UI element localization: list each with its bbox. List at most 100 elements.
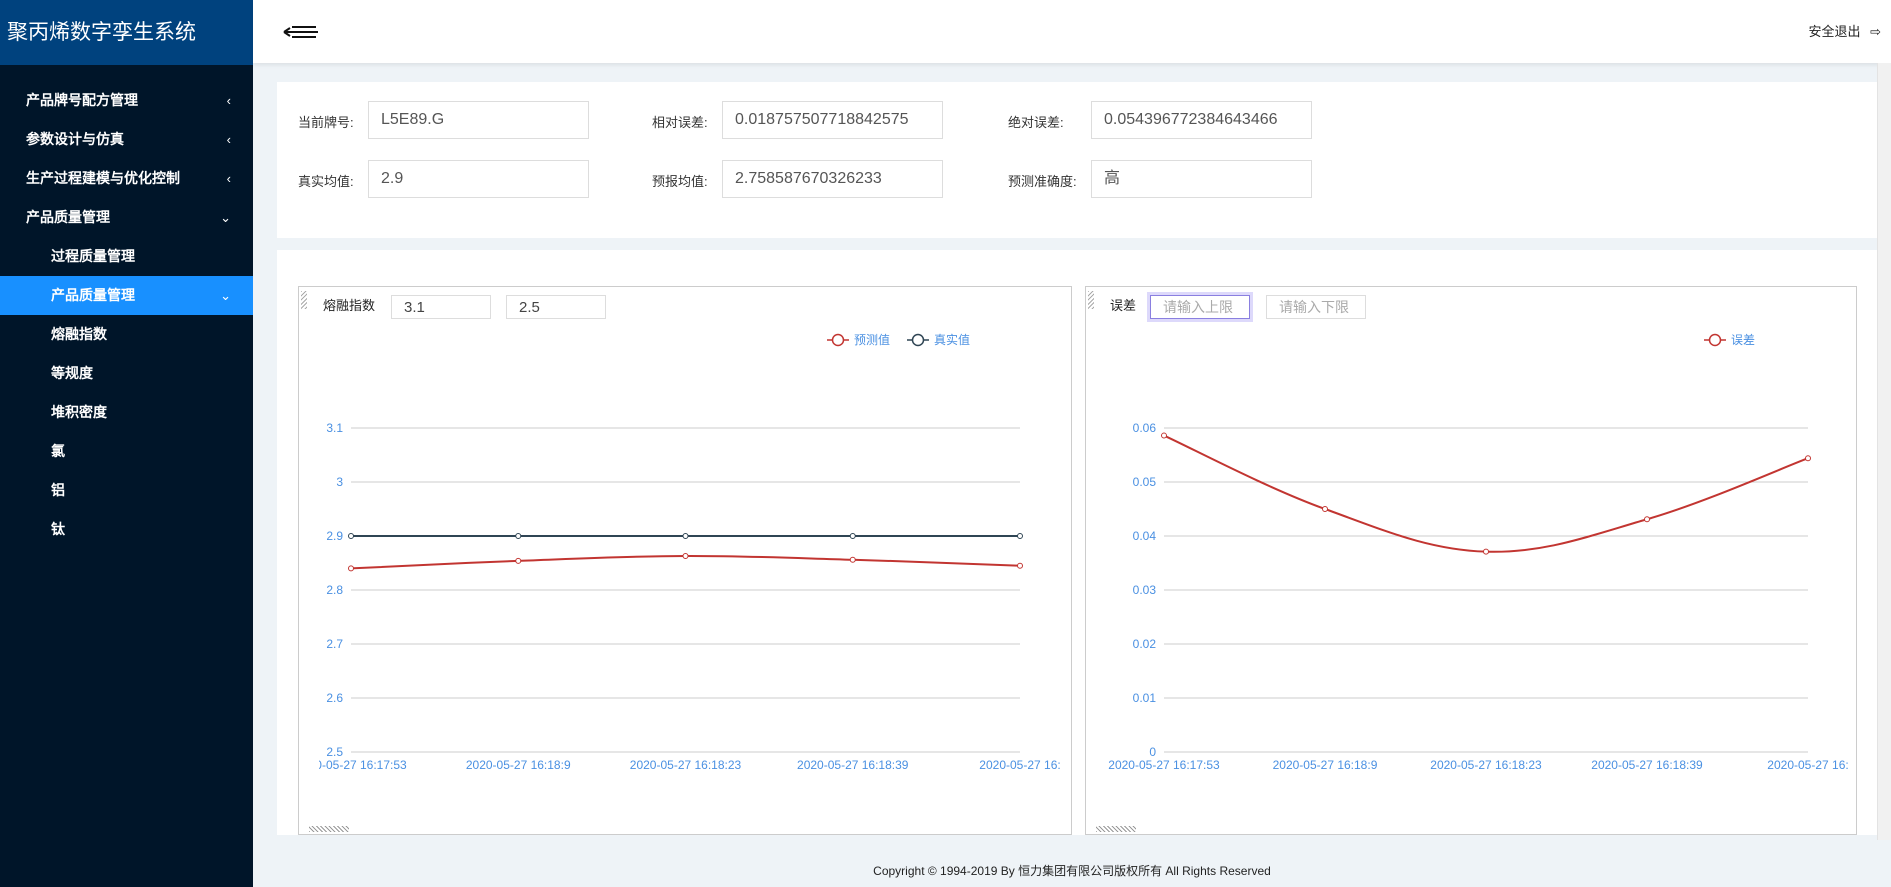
accuracy-field[interactable]: 高	[1091, 160, 1312, 198]
data-point[interactable]	[1017, 562, 1023, 569]
sidebar-item-label: 堆积密度	[51, 404, 107, 420]
sidebar-item-label: 氯	[51, 443, 65, 459]
x-tick-label: 2020-05-27 16:18:9	[1273, 758, 1378, 772]
sidebar-item[interactable]: 产品质量管理 ⌄	[0, 198, 253, 237]
forecast-mean-field[interactable]: 2.758587670326233	[722, 160, 943, 198]
y-tick-label: 0.06	[1133, 421, 1157, 435]
menu-fold-icon[interactable]	[282, 22, 322, 42]
chevron-left-icon: ‹	[226, 171, 231, 186]
legend-label: 预测值	[854, 332, 890, 347]
x-tick-label: 2020-05-27 16:17:53	[1108, 758, 1220, 772]
footer-copyright: Copyright © 1994-2019 By 恒力集团有限公司版权所有 Al…	[873, 864, 1271, 878]
legend-circle-icon	[831, 333, 845, 347]
corner-decoration	[1096, 826, 1136, 832]
sidebar-item[interactable]: 等规度	[0, 354, 253, 393]
error-plot: 0 0.01 0.02 0.03 0.04 0.05 0.06 2020-05-27 16:1…	[1086, 333, 1849, 776]
sidebar-item[interactable]: 氯	[0, 432, 253, 471]
app-title: 聚丙烯数字孪生系统	[0, 0, 253, 65]
melt-index-plot: 2.5 2.6 2.7 2.8 2.9 3 3.1 2020-05-27 16:17:53 20…	[299, 332, 1061, 776]
sidebar-item-label: 等规度	[51, 365, 93, 381]
y-tick-label: 0	[1149, 745, 1156, 759]
series-line	[1163, 434, 1809, 553]
upper-limit-input[interactable]	[391, 295, 491, 319]
corner-decoration	[301, 291, 307, 309]
relative-error-label: 相对误差:	[652, 115, 708, 130]
x-tick-label: 2020-05-27 16:18:9	[466, 758, 571, 772]
chevron-left-icon: ‹	[226, 132, 231, 147]
upper-limit-input[interactable]	[1150, 295, 1250, 319]
sidebar-item-label: 产品质量管理	[26, 209, 110, 225]
sidebar-item-label: 生产过程建模与优化控制	[26, 170, 180, 186]
legend-item[interactable]: 预测值	[827, 332, 890, 347]
sidebar-item-label: 铝	[51, 482, 65, 498]
lower-limit-input[interactable]	[1266, 295, 1366, 319]
sidebar-item[interactable]: 生产过程建模与优化控制 ‹	[0, 159, 253, 198]
sidebar-item[interactable]: 产品牌号配方管理 ‹	[0, 81, 253, 120]
true-mean-label: 真实均值:	[298, 174, 354, 189]
sidebar-item-label: 产品牌号配方管理	[26, 92, 138, 108]
legend-label: 真实值	[934, 332, 970, 347]
absolute-error-label: 绝对误差:	[1008, 115, 1064, 130]
data-point[interactable]	[1483, 548, 1489, 555]
sidebar-item[interactable]: 钛	[0, 510, 253, 549]
header	[253, 0, 1891, 63]
sidebar-item[interactable]: 参数设计与仿真 ‹	[0, 120, 253, 159]
sidebar-item[interactable]: 铝	[0, 471, 253, 510]
relative-error-field[interactable]: 0.018757507718842575	[722, 101, 943, 139]
data-point[interactable]	[348, 565, 354, 572]
legend-item[interactable]: 真实值	[907, 332, 970, 347]
logout-button[interactable]: 安全退出 ⇨	[1808, 21, 1881, 40]
data-point[interactable]	[682, 533, 689, 539]
sidebar-item-label: 熔融指数	[51, 326, 107, 342]
y-tick-label: 2.5	[326, 745, 343, 759]
current-grade-label: 当前牌号:	[298, 115, 354, 130]
current-grade-field[interactable]: L5E89.G	[368, 101, 589, 139]
melt-index-chart: 熔融指数 2.5 2.6 2.7 2.8 2.9 3 3.1 2020-05-27 16:17…	[298, 286, 1072, 835]
accuracy-label: 预测准确度:	[1008, 174, 1077, 189]
data-point[interactable]	[1322, 506, 1328, 512]
data-point[interactable]	[849, 556, 856, 563]
sidebar-item-label: 钛	[51, 521, 65, 537]
sidebar: 聚丙烯数字孪生系统 产品牌号配方管理 ‹ 参数设计与仿真 ‹ 生产过程建模与优化控制 ‹ 产…	[0, 0, 253, 887]
y-tick-label: 0.02	[1133, 637, 1157, 651]
y-tick-label: 0.04	[1133, 529, 1157, 543]
chevron-left-icon: ‹	[226, 93, 231, 108]
x-tick-label: 2020-05-27 16:18:39	[1591, 758, 1703, 772]
legend-label: 误差	[1731, 333, 1755, 347]
sidebar-item[interactable]: 产品质量管理 ⌄	[0, 276, 253, 315]
data-point[interactable]	[1161, 432, 1167, 439]
y-tick-label: 0.05	[1133, 475, 1157, 489]
sidebar-item[interactable]: 熔融指数	[0, 315, 253, 354]
sign-out-icon: ⇨	[1870, 24, 1881, 39]
true-mean-field[interactable]: 2.9	[368, 160, 589, 198]
chevron-down-icon: ⌄	[220, 288, 231, 303]
chart-title: 误差	[1110, 298, 1137, 313]
y-tick-label: 2.7	[326, 637, 343, 651]
sidebar-item-label: 产品质量管理	[51, 287, 135, 303]
data-point[interactable]	[348, 533, 354, 539]
corner-decoration	[1088, 291, 1094, 309]
data-point[interactable]	[1805, 455, 1811, 462]
legend-item[interactable]: 误差	[1704, 333, 1755, 347]
y-tick-label: 2.9	[326, 529, 343, 543]
data-point[interactable]	[515, 557, 522, 564]
sidebar-item[interactable]: 堆积密度	[0, 393, 253, 432]
data-point[interactable]	[849, 533, 856, 539]
y-tick-label: 0.01	[1133, 691, 1157, 705]
y-tick-label: 0.03	[1133, 583, 1157, 597]
x-tick-label: 2020-05-27 16:18:23	[630, 758, 742, 772]
x-tick-label: 2020-05-27 16:	[1767, 758, 1848, 772]
absolute-error-field[interactable]: 0.054396772384643466	[1091, 101, 1312, 139]
y-tick-label: 2.8	[326, 583, 343, 597]
y-tick-label: 3	[336, 475, 343, 489]
legend-circle-icon	[1708, 333, 1722, 347]
lower-limit-input[interactable]	[506, 295, 606, 319]
data-point[interactable]	[1017, 533, 1023, 539]
data-point[interactable]	[1644, 516, 1650, 523]
legend-circle-icon	[911, 333, 925, 347]
chevron-down-icon: ⌄	[220, 210, 231, 225]
vertical-scrollbar[interactable]	[1877, 63, 1891, 840]
data-point[interactable]	[682, 552, 689, 559]
sidebar-item[interactable]: 过程质量管理	[0, 237, 253, 276]
data-point[interactable]	[515, 533, 522, 539]
